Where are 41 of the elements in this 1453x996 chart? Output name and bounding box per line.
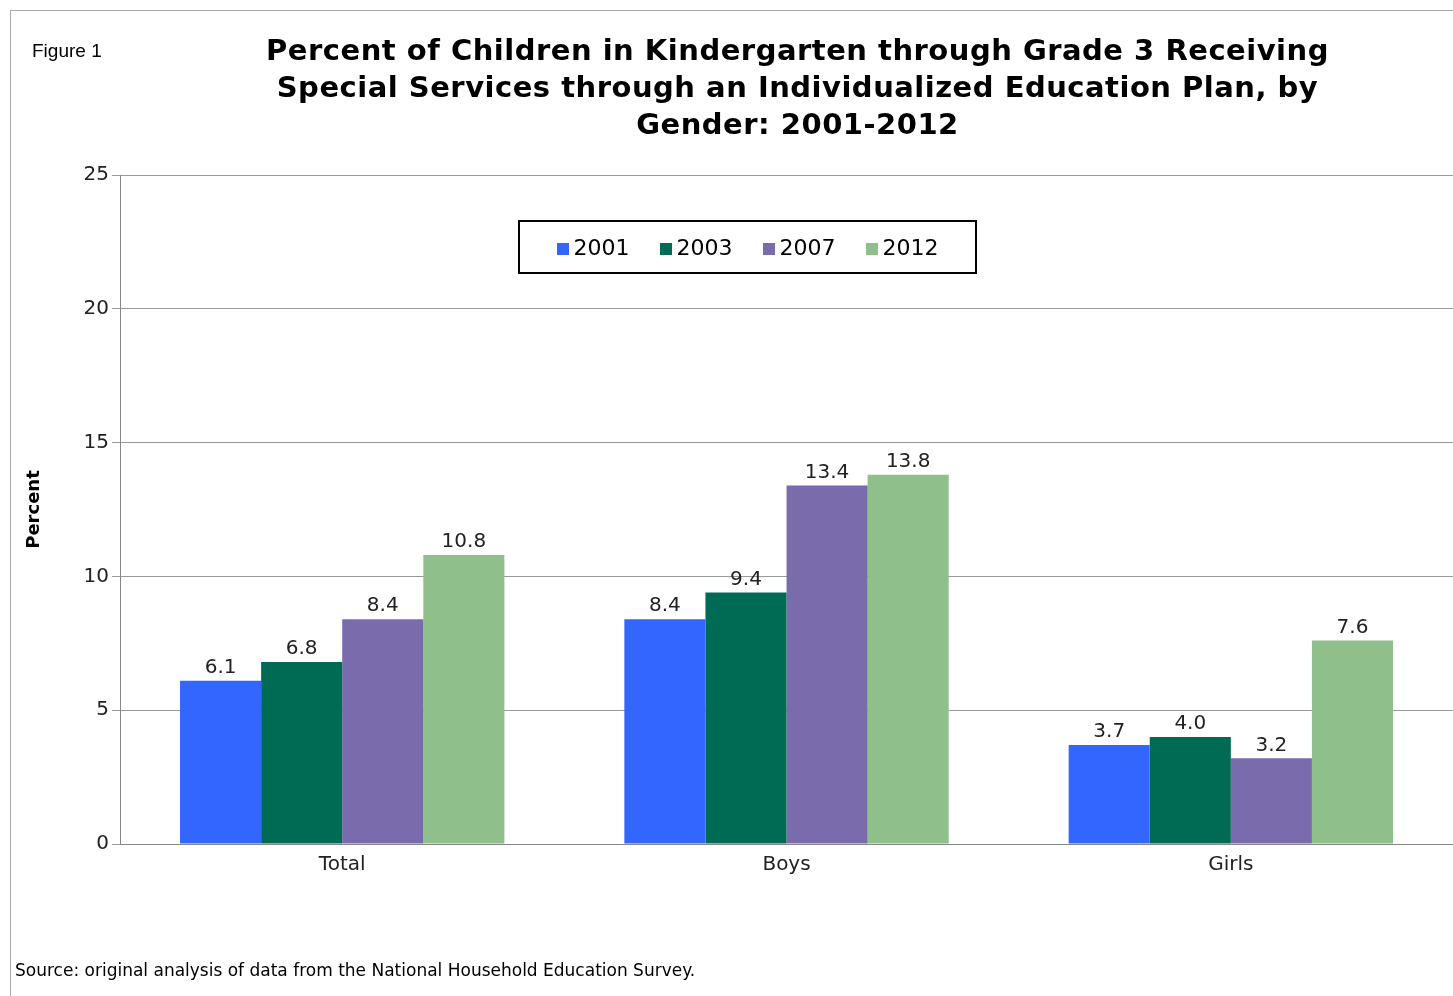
bar [1068,744,1150,844]
legend-label: 2007 [778,234,836,260]
x-tick-label: Girls [1208,851,1254,876]
legend-label: 2001 [572,234,630,260]
bar [705,592,787,844]
bar [1149,736,1231,844]
data-label: 6.8 [285,635,318,660]
data-label: 6.1 [204,653,237,678]
y-tick-label: 10 [83,562,110,587]
y-tick-label: 15 [83,428,110,453]
legend-label: 2003 [675,234,733,260]
data-label: 7.6 [1336,613,1369,638]
data-label: 3.7 [1093,718,1126,743]
chart-title: Percent of Children in Kindergarten through Grade 3 Receiving Special Services through an Individualized Education Plan, by Gender: 2001-2012 [265,32,1330,143]
data-label: 13.4 [804,458,850,483]
data-label: 10.8 [441,528,487,553]
bar [786,485,868,844]
bar [1311,640,1394,844]
bar [867,474,949,844]
y-tick-label: 25 [83,161,110,186]
data-label: 4.0 [1174,710,1207,735]
data-label: 9.4 [730,565,762,590]
x-tick-label: Total [317,851,366,876]
data-label: 8.4 [648,592,681,617]
data-label: 13.8 [885,447,931,472]
data-label: 8.4 [366,592,399,617]
y-tick-label: 20 [83,295,110,319]
legend-label: 2012 [881,234,939,260]
y-axis-title: Percent [22,469,44,549]
bar [624,619,706,844]
y-tick-label: 0 [96,830,110,855]
y-tick-label: 5 [96,696,110,721]
bar [261,662,343,844]
source-note: Source: original analysis of data from the National Household Education Survey. [15,960,696,980]
bar [423,554,505,844]
bar [1230,758,1312,844]
x-tick-label: Boys [762,851,811,876]
bar [342,619,424,844]
caption: Figure 1 [32,40,102,62]
bar [180,680,262,844]
data-label: 3.2 [1255,731,1288,756]
